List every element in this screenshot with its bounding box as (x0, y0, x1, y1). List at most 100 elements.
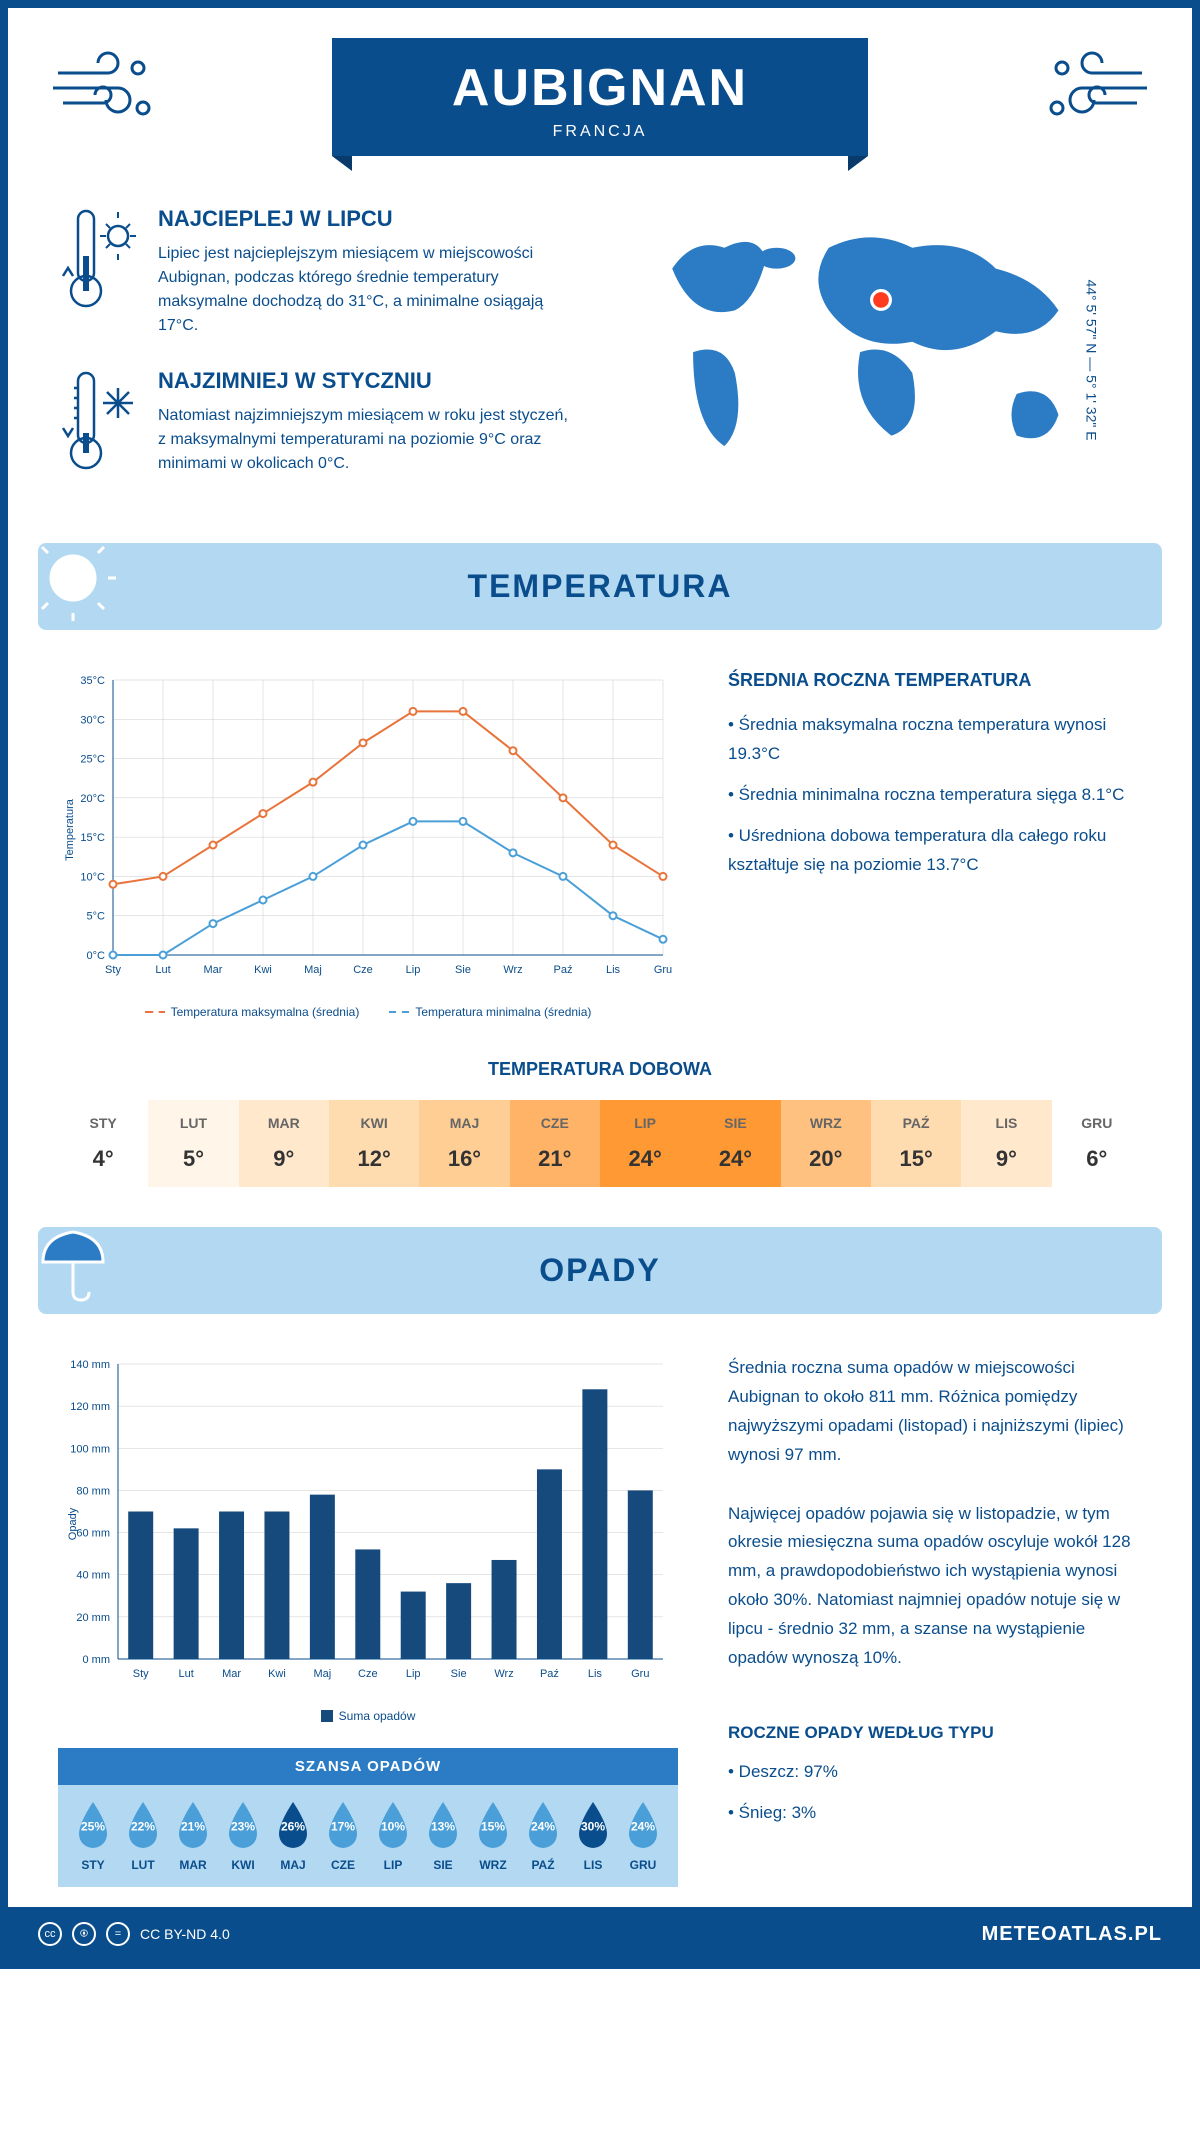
chance-value: 21% (181, 1819, 205, 1833)
site-name: METEOATLAS.PL (982, 1923, 1162, 1946)
svg-text:Mar: Mar (222, 1668, 241, 1680)
license: cc 🅯 = CC BY-ND 4.0 (38, 1922, 230, 1946)
precip-type-item: • Śnieg: 3% (728, 1799, 1142, 1828)
svg-text:Temperatura: Temperatura (64, 798, 76, 861)
daily-temp-cell: STY4° (58, 1100, 148, 1187)
chance-value: 15% (481, 1819, 505, 1833)
svg-text:15°C: 15°C (80, 832, 105, 844)
svg-text:Mar: Mar (204, 964, 223, 976)
world-map (620, 206, 1142, 477)
month-label: GRU (618, 1858, 668, 1872)
month-label: CZE (515, 1115, 595, 1131)
chance-cell: 10%LIP (368, 1800, 418, 1872)
temp-value: 15° (876, 1146, 956, 1172)
temp-value: 5° (153, 1146, 233, 1172)
month-label: KWI (218, 1858, 268, 1872)
temperature-content: 0°C5°C10°C15°C20°C25°C30°C35°CStyLutMarK… (8, 630, 1192, 1059)
map-area: 44° 5' 57" N — 5° 1' 32" E (620, 206, 1142, 513)
temp-value: 21° (515, 1146, 595, 1172)
raindrop-icon: 15% (473, 1800, 513, 1850)
header: AUBIGNAN FRANCJA (8, 8, 1192, 176)
city-name: AUBIGNAN (452, 58, 748, 118)
temp-fact-item: • Uśredniona dobowa temperatura dla całe… (728, 822, 1142, 880)
intro-row: NAJCIEPLEJ W LIPCU Lipiec jest najcieple… (8, 176, 1192, 543)
chance-value: 26% (281, 1819, 305, 1833)
chance-cell: 24% GRU (618, 1800, 668, 1872)
precipitation-content: 0 mm20 mm40 mm60 mm80 mm100 mm120 mm140 … (8, 1314, 1192, 1907)
legend-min: Temperatura minimalna (średnia) (415, 1005, 591, 1019)
coldest-title: NAJZIMNIEJ W STYCZNIU (158, 368, 580, 394)
temp-facts: ŚREDNIA ROCZNA TEMPERATURA • Średnia mak… (728, 670, 1142, 1019)
daily-temp-cell: KWI12° (329, 1100, 419, 1187)
precip-p2: Najwięcej opadów pojawia się w listopadz… (728, 1500, 1142, 1673)
daily-temp-cell: LUT5° (148, 1100, 238, 1187)
chance-value: 25% (81, 1819, 105, 1833)
month-label: STY (68, 1858, 118, 1872)
svg-text:5°C: 5°C (87, 911, 106, 923)
daily-temperature: TEMPERATURA DOBOWA STY4°LUT5°MAR9°KWI12°… (8, 1059, 1192, 1227)
daily-temp-cell: SIE24° (690, 1100, 780, 1187)
month-label: LUT (118, 1858, 168, 1872)
precip-chart: 0 mm20 mm40 mm60 mm80 mm100 mm120 mm140 … (58, 1354, 678, 1887)
raindrop-icon: 17% (323, 1800, 363, 1850)
svg-text:20 mm: 20 mm (76, 1612, 110, 1624)
chance-cell: 24%PAŹ (518, 1800, 568, 1872)
raindrop-icon: 21% (173, 1800, 213, 1850)
daily-temp-title: TEMPERATURA DOBOWA (58, 1059, 1142, 1080)
location-marker-icon (872, 291, 891, 310)
chance-cell: 23%KWI (218, 1800, 268, 1872)
temp-chart: 0°C5°C10°C15°C20°C25°C30°C35°CStyLutMarK… (58, 670, 678, 1019)
month-label: LIP (368, 1858, 418, 1872)
footer: cc 🅯 = CC BY-ND 4.0 METEOATLAS.PL (8, 1907, 1192, 1961)
svg-text:30°C: 30°C (80, 714, 105, 726)
wind-icon-left (48, 48, 158, 133)
svg-text:Lip: Lip (406, 964, 421, 976)
temperature-header: TEMPERATURA (38, 543, 1162, 630)
svg-text:120 mm: 120 mm (70, 1401, 110, 1413)
month-label: MAJ (424, 1115, 504, 1131)
svg-text:80 mm: 80 mm (76, 1485, 110, 1497)
temp-value: 16° (424, 1146, 504, 1172)
raindrop-icon: 25% (73, 1800, 113, 1850)
svg-text:Gru: Gru (654, 964, 672, 976)
daily-temp-table: STY4°LUT5°MAR9°KWI12°MAJ16°CZE21°LIP24°S… (58, 1100, 1142, 1187)
svg-text:Sie: Sie (451, 1668, 467, 1680)
temp-value: 20° (786, 1146, 866, 1172)
svg-text:Gru: Gru (631, 1668, 649, 1680)
chance-cell: 21% MAR (168, 1800, 218, 1872)
warmest-title: NAJCIEPLEJ W LIPCU (158, 206, 580, 232)
daily-temp-cell: LIP 24° (600, 1100, 690, 1187)
temp-value: 6° (1057, 1146, 1137, 1172)
svg-text:60 mm: 60 mm (76, 1528, 110, 1540)
svg-text:Lis: Lis (588, 1668, 603, 1680)
temp-fact-item: • Średnia maksymalna roczna temperatura … (728, 711, 1142, 769)
title-banner: AUBIGNAN FRANCJA (332, 38, 868, 156)
coordinates: 44° 5' 57" N — 5° 1' 32" E (1083, 279, 1099, 440)
climate-facts: NAJCIEPLEJ W LIPCU Lipiec jest najcieple… (58, 206, 580, 513)
temp-value: 24° (605, 1146, 685, 1172)
temp-facts-title: ŚREDNIA ROCZNA TEMPERATURA (728, 670, 1142, 691)
month-label: MAR (168, 1858, 218, 1872)
svg-text:0°C: 0°C (87, 950, 106, 962)
svg-text:25°C: 25°C (80, 754, 105, 766)
temp-fact-item: • Średnia minimalna roczna temperatura s… (728, 781, 1142, 810)
temp-value: 24° (695, 1146, 775, 1172)
month-label: PAŹ (876, 1115, 956, 1131)
chance-cell: 25% STY (68, 1800, 118, 1872)
svg-text:10°C: 10°C (80, 871, 105, 883)
chance-value: 24% (631, 1819, 655, 1833)
daily-temp-cell: CZE 21° (510, 1100, 600, 1187)
temp-value: 12° (334, 1146, 414, 1172)
svg-text:Cze: Cze (358, 1668, 378, 1680)
temp-section-title: TEMPERATURA (38, 568, 1162, 605)
svg-text:Kwi: Kwi (254, 964, 272, 976)
precip-p1: Średnia roczna suma opadów w miejscowośc… (728, 1354, 1142, 1470)
by-icon: 🅯 (72, 1922, 96, 1946)
month-label: LIP (605, 1115, 685, 1131)
temp-value: 4° (63, 1146, 143, 1172)
chance-cell: 17%CZE (318, 1800, 368, 1872)
coldest-block: NAJZIMNIEJ W STYCZNIU Natomiast najzimni… (58, 368, 580, 483)
month-label: GRU (1057, 1115, 1137, 1131)
temp-value: 9° (966, 1146, 1046, 1172)
daily-temp-cell: PAŹ 15° (871, 1100, 961, 1187)
